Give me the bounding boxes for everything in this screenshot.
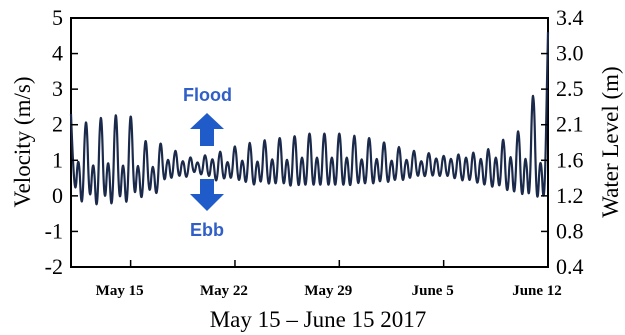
- y-tick-right-label: 2.5: [556, 76, 584, 101]
- y-tick-left-label: 0: [52, 183, 63, 208]
- y-axis-left: 5 4 3 2 1 0 -1 -2: [45, 5, 78, 279]
- y-tick-right-label: 3.4: [556, 5, 584, 30]
- y-tick-right-label: 2.1: [556, 112, 584, 137]
- y-tick-left-label: 5: [52, 5, 63, 30]
- ebb-label: Ebb: [190, 220, 224, 240]
- y-tick-right-label: 3.0: [556, 41, 584, 66]
- y-tick-left-label: -1: [45, 218, 63, 243]
- y-axis-right: 3.4 3.0 2.5 2.1 1.6 1.2 0.8 0.4: [541, 5, 584, 279]
- y-axis-label-right: Water Level (m): [598, 66, 623, 217]
- y-tick-left-label: 4: [52, 41, 63, 66]
- x-tick-label: May 22: [200, 283, 248, 299]
- series-layer: [69, 32, 550, 206]
- series-line-0: [69, 32, 550, 206]
- flood-label: Flood: [183, 85, 232, 105]
- annotations: Flood Ebb: [183, 85, 232, 240]
- x-axis: May 15 May 22 May 29 June 5 June 12: [96, 260, 562, 299]
- y-tick-right-label: 1.2: [556, 183, 584, 208]
- x-axis-label: May 15 – June 15 2017: [210, 307, 427, 332]
- y-tick-left-label: -2: [45, 254, 63, 279]
- y-tick-left-label: 2: [52, 112, 63, 137]
- ebb-arrow-icon: [190, 179, 224, 211]
- plot-area: [69, 17, 550, 268]
- y-axis-label-left: Velocity (m/s): [10, 77, 35, 208]
- y-tick-left-label: 1: [52, 147, 63, 172]
- y-tick-left-label: 3: [52, 76, 63, 101]
- y-tick-right-label: 1.6: [556, 147, 584, 172]
- x-tick-label: May 15: [96, 283, 144, 299]
- x-tick-label: June 12: [512, 283, 562, 299]
- y-tick-right-label: 0.4: [556, 254, 584, 279]
- x-tick-label: June 5: [412, 283, 454, 299]
- x-tick-label: May 29: [304, 283, 352, 299]
- plot-frame: [70, 17, 549, 268]
- y-tick-right-label: 0.8: [556, 218, 584, 243]
- flood-arrow-icon: [190, 113, 224, 146]
